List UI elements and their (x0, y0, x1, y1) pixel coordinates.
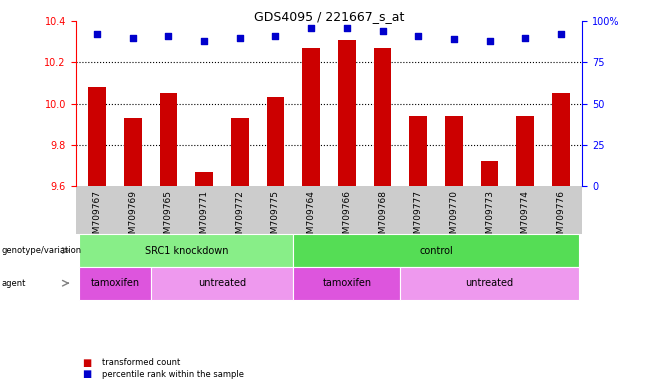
Text: percentile rank within the sample: percentile rank within the sample (102, 370, 244, 379)
Point (234, 35, 245, 41)
Point (377, 28, 388, 34)
Bar (159, 93, 178, 186)
Bar (338, 40, 356, 186)
Text: SRC1 knockdown: SRC1 knockdown (145, 245, 228, 256)
Point (520, 35, 530, 41)
Text: untreated: untreated (198, 278, 246, 288)
Bar (231, 118, 249, 186)
Point (128, 35, 138, 41)
Point (342, 25, 352, 31)
Point (270, 33, 281, 39)
Point (163, 33, 174, 39)
Bar (517, 116, 534, 186)
Text: GSM709777: GSM709777 (414, 190, 422, 245)
Point (449, 36, 459, 42)
Text: GSM709773: GSM709773 (485, 190, 494, 245)
Text: genotype/variation: genotype/variation (1, 246, 82, 255)
Bar (88, 87, 106, 186)
Text: GSM709775: GSM709775 (271, 190, 280, 245)
Point (484, 38, 495, 44)
Text: GSM709776: GSM709776 (557, 190, 565, 245)
Text: untreated: untreated (465, 278, 514, 288)
Text: tamoxifen: tamoxifen (322, 278, 371, 288)
Point (306, 25, 316, 31)
Text: GSM709770: GSM709770 (449, 190, 459, 245)
Text: GSM709766: GSM709766 (342, 190, 351, 245)
Text: GSM709767: GSM709767 (93, 190, 101, 245)
Point (555, 31, 566, 37)
Bar (445, 116, 463, 186)
Text: GSM709765: GSM709765 (164, 190, 173, 245)
Text: GSM709772: GSM709772 (236, 190, 244, 245)
Text: GSM709769: GSM709769 (128, 190, 138, 245)
Point (413, 33, 424, 39)
Point (199, 38, 209, 44)
Bar (409, 116, 427, 186)
Text: ■: ■ (82, 358, 91, 368)
Text: GDS4095 / 221667_s_at: GDS4095 / 221667_s_at (254, 10, 404, 23)
Bar (195, 172, 213, 186)
Text: GSM709774: GSM709774 (520, 190, 530, 245)
Bar (552, 93, 570, 186)
Bar (124, 118, 141, 186)
Text: tamoxifen: tamoxifen (90, 278, 139, 288)
Bar (374, 48, 392, 186)
Text: ■: ■ (82, 369, 91, 379)
Text: transformed count: transformed count (102, 358, 180, 367)
Text: control: control (419, 245, 453, 256)
Text: GSM709764: GSM709764 (307, 190, 316, 245)
Text: GSM709771: GSM709771 (199, 190, 209, 245)
Bar (266, 98, 284, 186)
Bar (302, 48, 320, 186)
Text: GSM709768: GSM709768 (378, 190, 387, 245)
Bar (480, 162, 499, 186)
Point (92, 31, 103, 37)
Text: agent: agent (1, 279, 26, 288)
